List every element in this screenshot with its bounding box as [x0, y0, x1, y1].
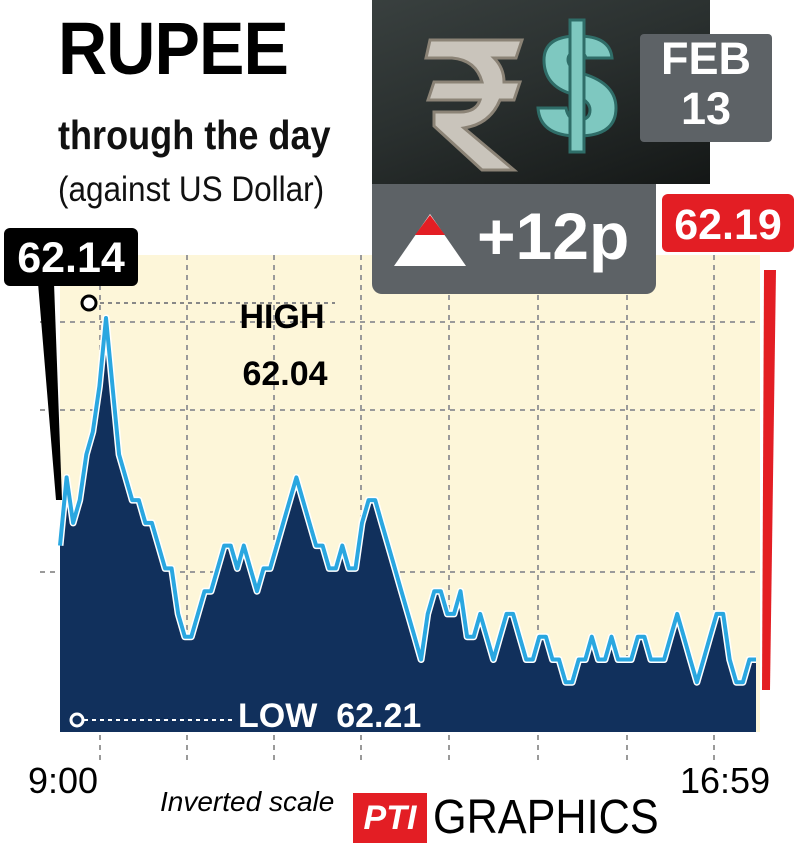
dollar-symbol-icon: [536, 18, 618, 154]
low-marker: [69, 712, 85, 728]
chart-area: 62.14 62.19 HIGH 62.04 LOW 62.21: [4, 194, 794, 760]
close-pointer: [762, 270, 776, 690]
close-tag: [662, 194, 794, 252]
high-marker: [80, 294, 98, 312]
credit: PTI GRAPHICS: [353, 790, 684, 845]
series-line: [58, 316, 756, 685]
chart-title: RUPEE: [58, 7, 289, 90]
chart-subtitle: through the day: [58, 112, 331, 158]
up-triangle-accent: [415, 215, 445, 235]
x-tick-end: 16:59: [680, 760, 771, 801]
x-tick-start: 9:00: [28, 760, 99, 801]
series-area: [60, 318, 756, 732]
close-value: 62.19: [674, 201, 782, 249]
pti-logo-icon: PTI: [353, 792, 427, 843]
scale-note: Inverted scale: [160, 786, 335, 817]
rupee-symbol-icon: [424, 38, 525, 172]
date-badge: FEB 13: [640, 34, 772, 142]
high-value: 62.04: [242, 355, 327, 393]
open-value: 62.14: [17, 234, 125, 282]
open-pointer: [38, 283, 62, 500]
open-tag: [4, 228, 138, 286]
chart-subtitle-currency: (against US Dollar): [58, 170, 325, 209]
date-month: FEB: [661, 33, 751, 84]
date-day: 13: [680, 83, 732, 134]
credit-text: GRAPHICS: [433, 791, 659, 844]
high-label: HIGH: [240, 298, 325, 336]
low-label: LOW 62.21: [238, 697, 421, 735]
change-badge: +12p: [372, 184, 656, 294]
change-value: +12p: [477, 199, 630, 273]
